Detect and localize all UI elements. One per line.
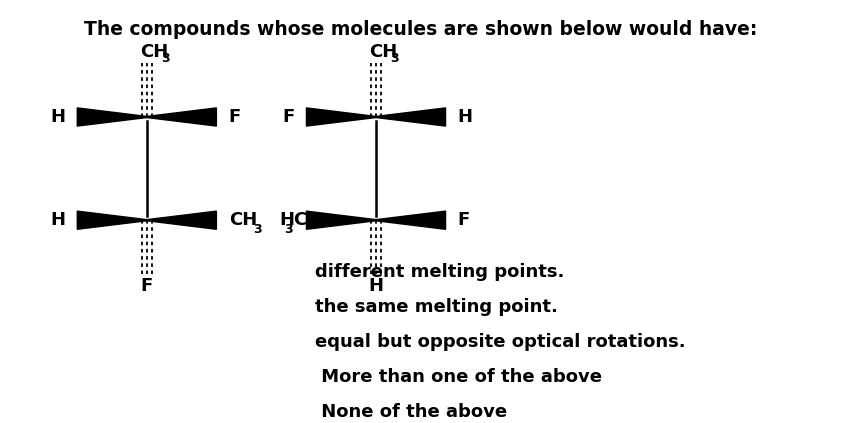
Polygon shape <box>376 108 445 126</box>
Text: H: H <box>280 211 294 229</box>
Text: CH: CH <box>370 43 397 61</box>
Text: None of the above: None of the above <box>315 403 507 421</box>
Text: 3: 3 <box>390 52 398 65</box>
Text: F: F <box>141 277 153 295</box>
Text: F: F <box>229 108 241 126</box>
Polygon shape <box>147 211 216 229</box>
Text: CH: CH <box>229 211 257 229</box>
Polygon shape <box>376 211 445 229</box>
Text: H: H <box>458 108 473 126</box>
Text: The compounds whose molecules are shown below would have:: The compounds whose molecules are shown … <box>84 20 758 39</box>
Text: H: H <box>50 108 65 126</box>
Text: CH: CH <box>141 43 168 61</box>
Text: different melting points.: different melting points. <box>315 263 564 281</box>
Text: More than one of the above: More than one of the above <box>315 368 601 386</box>
Polygon shape <box>147 108 216 126</box>
Polygon shape <box>77 211 147 229</box>
Text: H: H <box>50 211 65 229</box>
Text: C: C <box>293 211 306 229</box>
Text: F: F <box>282 108 294 126</box>
Text: F: F <box>458 211 470 229</box>
Text: 3: 3 <box>161 52 169 65</box>
Text: 3: 3 <box>284 223 292 236</box>
Polygon shape <box>306 211 376 229</box>
Text: H: H <box>369 277 383 295</box>
Text: equal but opposite optical rotations.: equal but opposite optical rotations. <box>315 333 685 351</box>
Text: 3: 3 <box>253 223 262 236</box>
Polygon shape <box>306 108 376 126</box>
Text: the same melting point.: the same melting point. <box>315 298 557 316</box>
Polygon shape <box>77 108 147 126</box>
